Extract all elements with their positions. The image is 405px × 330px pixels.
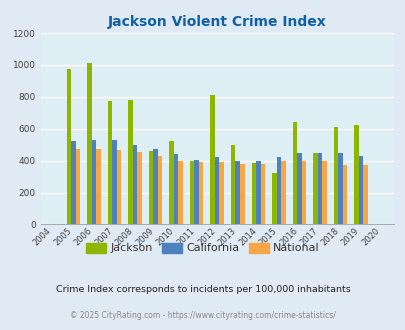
Title: Jackson Violent Crime Index: Jackson Violent Crime Index <box>108 15 326 29</box>
Bar <box>149 151 153 224</box>
Bar <box>292 121 296 224</box>
Bar <box>219 162 224 224</box>
Bar <box>198 162 203 224</box>
Bar <box>260 164 264 224</box>
Bar <box>92 140 96 224</box>
Bar <box>239 164 244 224</box>
Bar <box>333 127 337 224</box>
Bar <box>214 157 219 224</box>
Bar <box>194 160 198 224</box>
Legend: Jackson, California, National: Jackson, California, National <box>82 238 323 258</box>
Bar <box>178 161 183 224</box>
Bar <box>280 161 285 224</box>
Bar <box>321 161 326 224</box>
Bar <box>96 149 100 224</box>
Bar <box>158 156 162 224</box>
Bar <box>128 100 132 224</box>
Bar <box>132 145 137 224</box>
Bar <box>276 157 280 224</box>
Bar <box>358 156 362 224</box>
Bar <box>173 154 178 224</box>
Bar <box>153 148 158 224</box>
Bar <box>71 141 75 224</box>
Bar <box>251 163 256 224</box>
Bar <box>112 140 117 224</box>
Bar <box>137 152 141 224</box>
Bar <box>169 142 173 224</box>
Bar <box>117 150 121 224</box>
Bar <box>337 153 342 224</box>
Text: Crime Index corresponds to incidents per 100,000 inhabitants: Crime Index corresponds to incidents per… <box>55 285 350 294</box>
Bar <box>87 63 92 224</box>
Bar <box>235 161 239 224</box>
Text: © 2025 CityRating.com - https://www.cityrating.com/crime-statistics/: © 2025 CityRating.com - https://www.city… <box>70 312 335 320</box>
Bar <box>66 69 71 224</box>
Bar <box>296 153 301 224</box>
Bar <box>271 173 276 224</box>
Bar <box>107 101 112 224</box>
Bar <box>75 149 80 224</box>
Bar <box>210 95 214 224</box>
Bar <box>301 161 305 224</box>
Bar <box>342 165 346 224</box>
Bar <box>317 152 321 224</box>
Bar <box>312 152 317 224</box>
Bar <box>190 161 194 224</box>
Bar <box>256 161 260 224</box>
Bar <box>353 125 358 224</box>
Bar <box>362 165 367 224</box>
Bar <box>230 145 235 224</box>
